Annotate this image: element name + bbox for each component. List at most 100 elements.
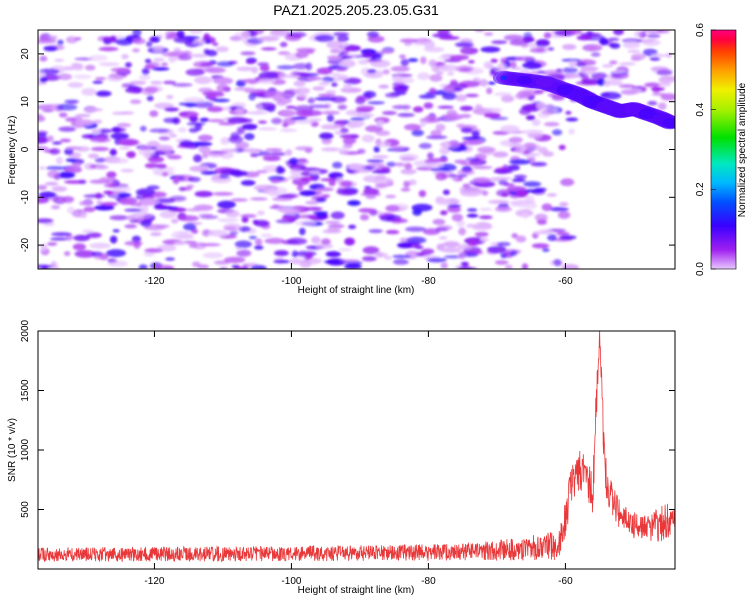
noise-blob	[43, 45, 58, 52]
noise-blob	[456, 123, 466, 128]
noise-blob	[131, 86, 143, 94]
noise-blob	[74, 37, 82, 41]
noise-blob	[297, 158, 308, 163]
noise-blob	[483, 107, 503, 113]
noise-blob	[57, 39, 64, 46]
noise-blob	[172, 176, 180, 185]
noise-blob	[216, 61, 234, 67]
noise-blob	[188, 30, 203, 35]
noise-blob	[51, 232, 72, 237]
noise-blob	[131, 212, 153, 219]
noise-blob	[250, 265, 267, 269]
noise-blob	[312, 86, 325, 91]
noise-blob	[40, 55, 47, 61]
noise-blob	[190, 141, 213, 147]
noise-blob	[258, 127, 278, 131]
noise-blob	[440, 141, 460, 149]
noise-blob	[561, 58, 581, 62]
noise-blob	[254, 238, 263, 246]
noise-blob	[161, 62, 168, 67]
noise-blob	[193, 154, 203, 163]
noise-blob	[90, 146, 110, 152]
noise-blob	[497, 63, 507, 71]
noise-blob	[110, 67, 130, 73]
noise-blob	[155, 205, 169, 209]
noise-blob	[546, 193, 558, 197]
noise-blob	[460, 261, 469, 267]
noise-blob	[599, 37, 609, 46]
noise-blob	[522, 129, 544, 135]
noise-blob	[457, 169, 475, 176]
noise-blob	[194, 190, 213, 198]
noise-blob	[367, 162, 385, 167]
noise-blob	[338, 248, 352, 252]
noise-blob	[358, 208, 375, 213]
noise-blob	[509, 39, 530, 46]
noise-blob	[330, 211, 345, 220]
noise-blob	[297, 93, 308, 99]
signal-point	[662, 117, 675, 129]
noise-blob	[183, 223, 197, 231]
noise-blob	[172, 83, 193, 87]
noise-blob	[437, 30, 451, 35]
noise-blob	[562, 44, 577, 50]
noise-blob	[649, 57, 661, 61]
noise-blob	[472, 165, 493, 170]
noise-blob	[231, 265, 240, 269]
noise-blob	[550, 206, 569, 212]
noise-blob	[225, 210, 240, 218]
noise-blob	[462, 136, 481, 141]
noise-blob	[131, 38, 141, 44]
noise-blob	[311, 236, 321, 244]
noise-blob	[253, 220, 270, 227]
noise-blob	[78, 179, 87, 185]
noise-blob	[420, 56, 427, 65]
noise-blob	[325, 90, 337, 94]
noise-blob	[442, 92, 457, 100]
noise-blob	[557, 211, 571, 219]
noise-blob	[417, 72, 431, 81]
noise-blob	[178, 54, 193, 61]
noise-blob	[136, 202, 143, 208]
noise-blob	[84, 199, 92, 207]
noise-blob	[236, 66, 255, 72]
noise-blob	[206, 229, 228, 237]
noise-blob	[147, 156, 165, 163]
noise-blob	[90, 137, 111, 143]
noise-blob	[429, 74, 443, 82]
noise-blob	[279, 41, 288, 48]
noise-blob	[633, 30, 643, 38]
noise-blob	[149, 110, 159, 117]
noise-blob	[542, 151, 554, 157]
signal-point	[535, 77, 554, 88]
noise-blob	[132, 48, 140, 53]
noise-blob	[627, 49, 641, 54]
noise-blob	[121, 83, 135, 88]
noise-blob	[268, 189, 280, 197]
noise-blob	[140, 125, 147, 132]
noise-blob	[186, 208, 204, 212]
noise-blob	[146, 95, 154, 102]
noise-blob	[265, 148, 283, 152]
noise-blob	[478, 215, 493, 220]
noise-blob	[338, 55, 353, 59]
noise-blob	[327, 226, 341, 232]
noise-blob	[279, 111, 299, 115]
noise-blob	[446, 206, 462, 213]
spectrogram-y-tick-label: -20	[20, 237, 31, 252]
noise-blob	[529, 48, 546, 53]
noise-blob	[650, 87, 665, 91]
noise-blob	[185, 102, 196, 108]
noise-blob	[53, 173, 61, 181]
noise-blob	[570, 30, 582, 35]
signal-point	[624, 103, 644, 115]
noise-blob	[203, 33, 210, 40]
noise-blob	[400, 58, 409, 67]
noise-blob	[117, 192, 132, 198]
noise-blob	[313, 211, 329, 215]
noise-blob	[340, 87, 362, 93]
noise-blob	[337, 104, 347, 110]
noise-blob	[405, 226, 427, 232]
spectrogram-x-axis-label: Height of straight line (km)	[298, 285, 415, 296]
